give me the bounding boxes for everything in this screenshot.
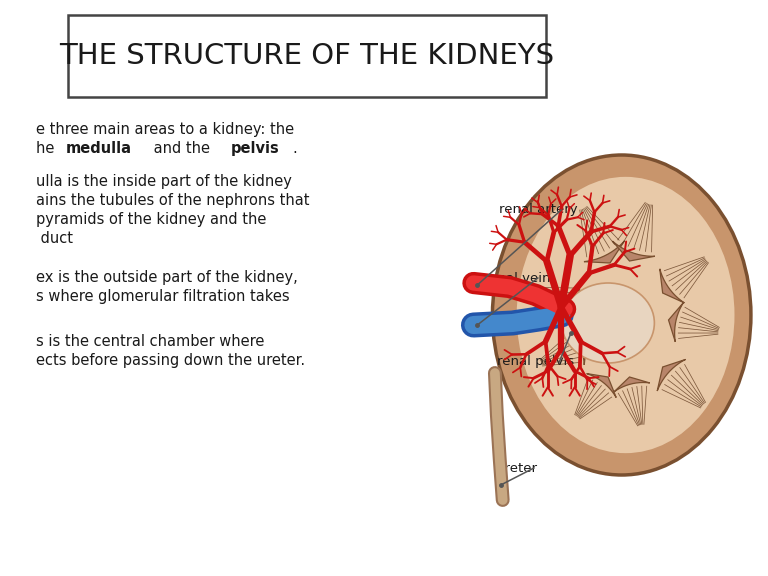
FancyBboxPatch shape <box>68 15 545 97</box>
Polygon shape <box>657 359 686 391</box>
Ellipse shape <box>516 176 735 454</box>
Polygon shape <box>584 241 624 263</box>
Text: ects before passing down the ureter.: ects before passing down the ureter. <box>37 353 306 368</box>
Text: e three main areas to a kidney: the: e three main areas to a kidney: the <box>37 122 295 137</box>
Ellipse shape <box>561 283 654 363</box>
Text: renal vein: renal vein <box>484 271 551 285</box>
Text: he: he <box>37 141 59 156</box>
Text: pelvis: pelvis <box>231 141 280 156</box>
Polygon shape <box>668 303 684 342</box>
Polygon shape <box>612 241 655 261</box>
Polygon shape <box>614 377 650 392</box>
Text: ulla is the inside part of the kidney: ulla is the inside part of the kidney <box>37 174 293 189</box>
Text: ex is the outside part of the kidney,: ex is the outside part of the kidney, <box>37 270 298 285</box>
Text: ureter: ureter <box>497 461 538 475</box>
Text: pyramids of the kidney and the: pyramids of the kidney and the <box>37 212 266 227</box>
Text: .: . <box>293 141 297 156</box>
Text: renal pelvis: renal pelvis <box>497 355 574 369</box>
Ellipse shape <box>492 155 751 475</box>
Polygon shape <box>567 285 583 322</box>
Polygon shape <box>587 374 616 397</box>
Text: duct: duct <box>37 231 74 246</box>
Text: ains the tubules of the nephrons that: ains the tubules of the nephrons that <box>37 193 310 208</box>
Text: s is the central chamber where: s is the central chamber where <box>37 334 265 349</box>
Polygon shape <box>569 329 587 365</box>
Text: s where glomerular filtration takes: s where glomerular filtration takes <box>37 289 290 304</box>
Polygon shape <box>660 269 684 303</box>
Text: and the: and the <box>148 141 214 156</box>
Text: medulla: medulla <box>65 141 131 156</box>
Text: renal artery: renal artery <box>498 203 578 217</box>
Text: THE STRUCTURE OF THE KIDNEYS: THE STRUCTURE OF THE KIDNEYS <box>59 42 554 70</box>
